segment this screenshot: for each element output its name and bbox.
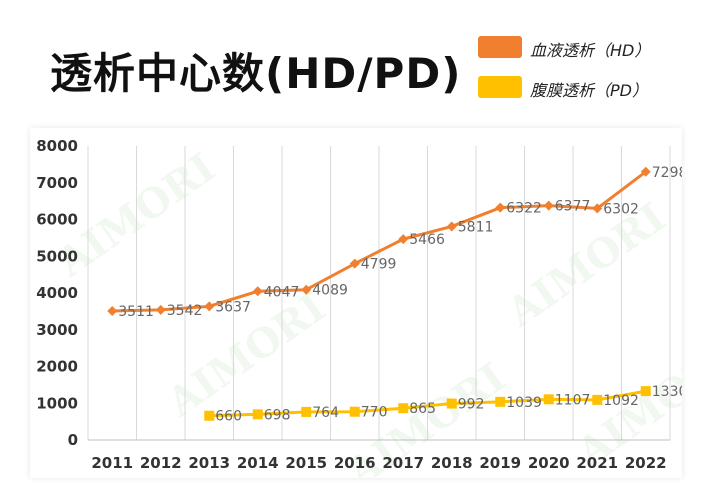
point-marker-hd — [543, 200, 554, 211]
series-line-hd — [112, 170, 647, 313]
y-tick-label: 7000 — [36, 174, 78, 192]
point-marker-hd — [252, 286, 263, 297]
chart-frame: AIMORI AIMORI AIMORI AIMORI AIMORI 0 1000… — [30, 128, 682, 478]
data-label-pd: 660 — [215, 409, 242, 425]
x-axis: 2011 2012 2013 2014 2015 2016 2017 2018 2019 2020… — [91, 454, 666, 472]
y-tick-label: 1000 — [36, 394, 78, 412]
data-label-hd: 4799 — [361, 257, 397, 273]
data-label-hd: 4047 — [264, 284, 300, 300]
point-marker-hd — [349, 258, 360, 269]
point-marker-hd — [592, 203, 603, 214]
data-label-hd: 5811 — [458, 219, 494, 235]
data-label-pd: 1330 — [652, 384, 682, 400]
point-marker-pd — [592, 394, 603, 405]
x-tick-label: 2017 — [382, 454, 424, 472]
point-marker-pd — [398, 403, 409, 414]
grid-lines — [87, 146, 671, 441]
data-label-pd: 1107 — [555, 392, 591, 408]
point-marker-hd — [107, 305, 118, 316]
x-tick-label: 2015 — [285, 454, 327, 472]
point-marker-pd — [543, 394, 554, 405]
x-tick-label: 2020 — [528, 454, 570, 472]
x-tick-label: 2013 — [188, 454, 230, 472]
y-tick-label: 6000 — [36, 211, 78, 229]
x-tick-label: 2016 — [334, 454, 376, 472]
data-label-hd: 3511 — [118, 304, 154, 320]
x-tick-label: 2018 — [431, 454, 473, 472]
x-tick-label: 2012 — [140, 454, 182, 472]
x-tick-label: 2019 — [479, 454, 521, 472]
y-tick-label: 8000 — [36, 137, 78, 155]
data-label-pd: 1092 — [603, 393, 639, 409]
data-labels: 3511 3542 3637 4047 4089 4799 5466 5811 6322 6377… — [118, 165, 682, 425]
point-marker-hd — [640, 166, 651, 177]
data-label-pd: 770 — [361, 405, 388, 421]
legend-swatch-pd — [478, 76, 522, 98]
y-tick-label: 2000 — [36, 358, 78, 376]
data-label-hd: 6322 — [506, 201, 542, 217]
line-chart: AIMORI AIMORI AIMORI AIMORI AIMORI 01000… — [36, 137, 682, 478]
y-tick-label: 3000 — [36, 321, 78, 339]
point-marker-hd — [398, 234, 409, 245]
point-marker-pd — [204, 410, 215, 421]
y-tick-label: 0 — [68, 431, 78, 449]
point-marker-hd — [301, 284, 312, 295]
point-marker-hd — [446, 221, 457, 232]
data-label-pd: 992 — [458, 397, 485, 413]
y-axis: 0 1000 2000 3000 4000 5000 6000 7000 8000 — [36, 137, 78, 449]
data-label-hd: 4089 — [312, 283, 348, 299]
data-label-hd: 7298 — [652, 165, 682, 181]
data-label-hd: 3542 — [167, 303, 203, 319]
point-marker-pd — [349, 406, 360, 417]
data-label-hd: 6377 — [555, 199, 591, 215]
x-tick-label: 2014 — [237, 454, 279, 472]
data-label-pd: 698 — [264, 407, 291, 423]
data-label-pd: 764 — [312, 405, 339, 421]
data-label-hd: 3637 — [215, 299, 251, 315]
point-marker-hd — [495, 202, 506, 213]
x-tick-label: 2021 — [576, 454, 618, 472]
y-tick-label: 4000 — [36, 284, 78, 302]
legend-label-pd: 腹膜透析（PD） — [530, 81, 648, 100]
data-label-pd: 865 — [409, 401, 436, 417]
point-marker-pd — [252, 409, 263, 420]
legend-label-hd: 血液透析（HD） — [530, 41, 651, 60]
point-marker-hd — [155, 304, 166, 315]
series-line-pd — [209, 389, 647, 418]
point-marker-pd — [640, 386, 651, 397]
data-label-hd: 6302 — [603, 201, 639, 217]
data-label-pd: 1039 — [506, 395, 542, 411]
point-marker-pd — [301, 406, 312, 417]
page-title: 透析中心数(HD/PD) — [50, 49, 462, 98]
point-marker-hd — [204, 301, 215, 312]
point-marker-pd — [446, 398, 457, 409]
series-group — [107, 166, 651, 421]
y-tick-label: 5000 — [36, 247, 78, 265]
legend-swatch-hd — [478, 36, 522, 58]
x-tick-label: 2022 — [625, 454, 667, 472]
point-marker-pd — [495, 396, 506, 407]
data-label-hd: 5466 — [409, 232, 445, 248]
x-tick-label: 2011 — [91, 454, 133, 472]
